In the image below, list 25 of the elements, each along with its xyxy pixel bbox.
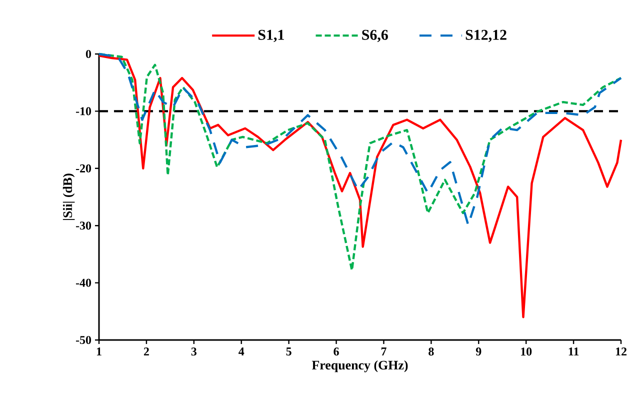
x-tick-label: 6 (334, 348, 339, 356)
x-tick-label: 4 (238, 348, 244, 356)
x-tick-label: 1 (96, 348, 102, 356)
legend-label: S12,12 (466, 30, 506, 42)
legend-label: S1,1 (258, 30, 284, 42)
y-tick-label: -10 (76, 107, 92, 116)
x-tick-label: 8 (428, 348, 434, 356)
line-series (98, 52, 622, 226)
line-series (98, 54, 622, 318)
y-tick-label: -40 (76, 278, 92, 287)
x-axis-title: Frequency (GHz) (312, 360, 408, 372)
y-tick-label: 0 (86, 50, 92, 58)
x-tick-label: 10 (521, 348, 532, 356)
legend-label: S6,6 (362, 30, 388, 42)
x-tick-label: 11 (568, 348, 579, 356)
x-tick-label: 7 (381, 348, 386, 356)
x-tick-label: 2 (144, 348, 149, 356)
y-tick-label: -50 (76, 336, 92, 344)
y-tick-label: -20 (76, 164, 92, 172)
x-tick-label: 5 (286, 348, 292, 356)
x-tick-label: 3 (191, 348, 196, 356)
x-tick-label: 12 (616, 348, 626, 356)
x-tick-label: 9 (476, 348, 482, 356)
y-axis-title: |Sii| (dB) (62, 174, 75, 220)
y-tick-label: -30 (76, 222, 92, 230)
